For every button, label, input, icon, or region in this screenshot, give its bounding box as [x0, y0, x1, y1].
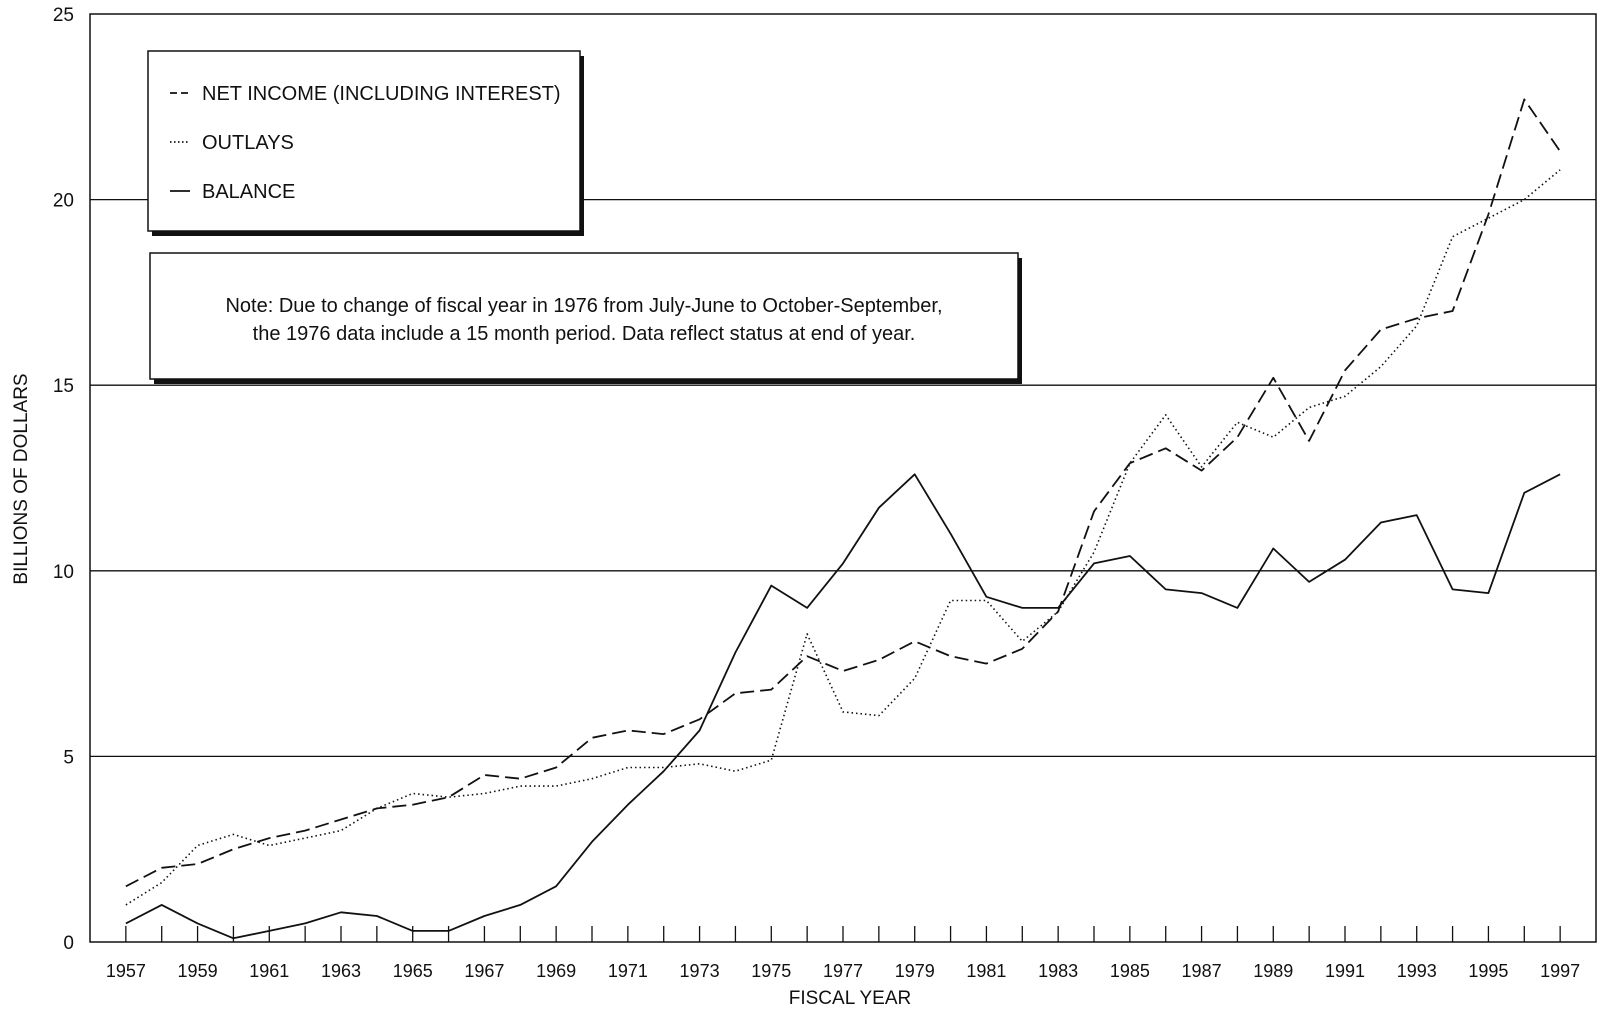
x-tick-label: 1971 [608, 961, 648, 981]
series-line-balance [125, 473, 1561, 940]
series-line-net-income [125, 98, 1561, 888]
legend-box [147, 50, 581, 232]
note-line-1: Note: Due to change of fiscal year in 19… [225, 295, 942, 317]
y-axis-ticks: 0 5 10 15 20 25 [53, 5, 74, 954]
x-tick-label: 1957 [106, 961, 146, 981]
legend-items: NET INCOME (INCLUDING INTEREST) OUTLAYS BA… [170, 83, 561, 203]
note-box [149, 252, 1019, 380]
x-tick-label: 1985 [1110, 961, 1150, 981]
x-tick-label: 1981 [966, 961, 1006, 981]
y-tick-label: 10 [53, 562, 74, 583]
x-tick-label: 1963 [321, 961, 361, 981]
x-tick-label: 1977 [823, 961, 863, 981]
x-axis-label: FISCAL YEAR [789, 988, 912, 1009]
y-axis-label: BILLIONS OF DOLLARS [11, 373, 32, 584]
legend-label: NET INCOME (INCLUDING INTEREST) [202, 83, 561, 105]
x-tick-label: 1987 [1182, 961, 1222, 981]
legend: NET INCOME (INCLUDING INTEREST) OUTLAYS BA… [147, 50, 584, 236]
x-tick-label: 1969 [536, 961, 576, 981]
x-tick-label: 1975 [751, 961, 791, 981]
y-tick-label: 5 [63, 747, 74, 768]
x-tick-label: 1989 [1253, 961, 1293, 981]
series-line-outlays [125, 169, 1561, 906]
x-axis-ticks: 1957 1959 1961 1963 1965 1967 1969 1971 1973 1975… [106, 926, 1580, 981]
note-line-2: the 1976 data include a 15 month period.… [253, 323, 916, 345]
y-tick-label: 20 [53, 191, 74, 212]
x-tick-label: 1959 [178, 961, 218, 981]
x-tick-label: 1993 [1397, 961, 1437, 981]
note: Note: Due to change of fiscal year in 19… [149, 252, 1022, 384]
legend-label: OUTLAYS [202, 132, 294, 154]
x-tick-label: 1973 [680, 961, 720, 981]
x-tick-label: 1997 [1540, 961, 1580, 981]
x-tick-label: 1979 [895, 961, 935, 981]
series-lines [125, 98, 1561, 940]
y-tick-label: 15 [53, 376, 74, 397]
x-tick-label: 1983 [1038, 961, 1078, 981]
legend-label: BALANCE [202, 181, 295, 203]
y-tick-label: 0 [63, 933, 74, 954]
x-tick-label: 1961 [249, 961, 289, 981]
x-tick-label: 1991 [1325, 961, 1365, 981]
y-tick-label: 25 [53, 5, 74, 26]
x-tick-label: 1967 [464, 961, 504, 981]
x-tick-label: 1965 [393, 961, 433, 981]
x-tick-label: 1995 [1468, 961, 1508, 981]
